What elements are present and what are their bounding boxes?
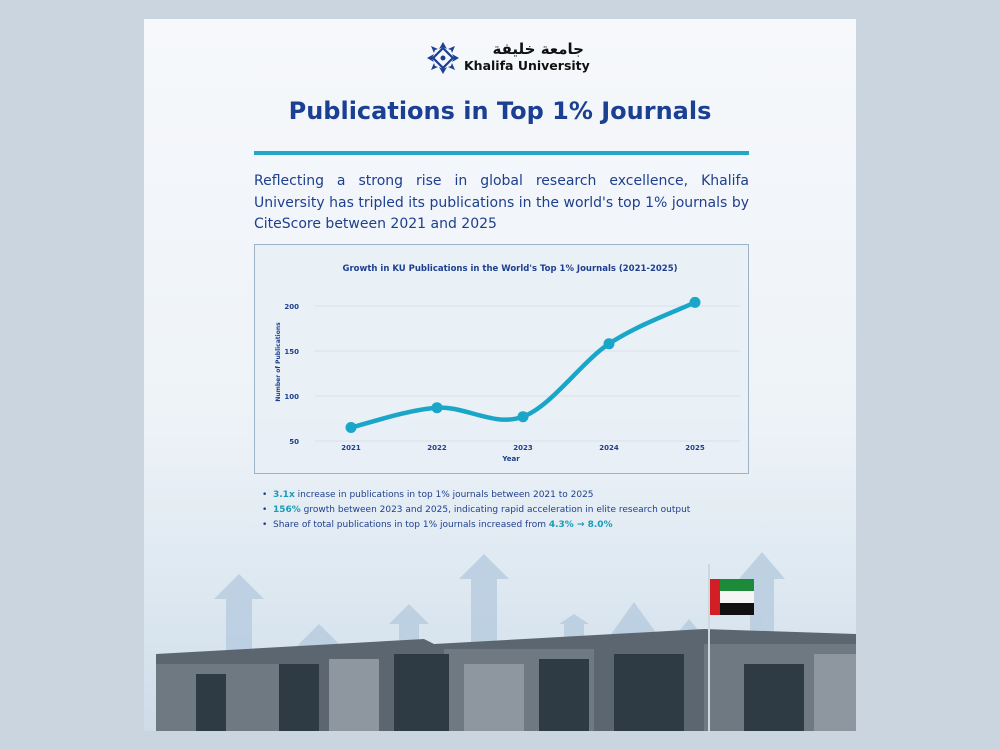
data-point-2023 — [517, 411, 529, 423]
x-tick-label: 2021 — [341, 444, 361, 452]
finding-to-value: 8.0% — [587, 520, 613, 530]
logo-english-name: Khalifa University — [464, 58, 590, 73]
line-chart: Growth in KU Publications in the World's… — [275, 264, 740, 463]
chart-title: Growth in KU Publications in the World's… — [342, 264, 677, 274]
y-tick-label: 100 — [284, 393, 299, 401]
x-axis-label: Year — [501, 455, 520, 463]
key-findings-list: 3.1x increase in publications in top 1% … — [262, 488, 752, 533]
data-point-2024 — [603, 338, 615, 350]
y-tick-label: 150 — [284, 348, 299, 356]
series-line — [348, 300, 698, 430]
x-tick-label: 2022 — [427, 444, 447, 452]
finding-highlight: 3.1x — [273, 490, 295, 500]
finding-from-value: 4.3% — [548, 520, 574, 530]
finding-text: growth between 2023 and 2025, indicating… — [300, 505, 691, 515]
chart-panel: Growth in KU Publications in the World's… — [254, 244, 749, 474]
infographic-card: جامعة خليفة Khalifa University Publicati… — [144, 19, 856, 731]
finding-text: Share of total publications in top 1% jo… — [273, 520, 549, 530]
logo-arabic-name: جامعة خليفة — [492, 40, 584, 58]
finding-arrow: → — [573, 520, 588, 530]
campus-skyline-illustration — [156, 552, 856, 731]
y-axis-label: Number of Publications — [275, 322, 282, 402]
intro-paragraph: Reflecting a strong rise in global resea… — [254, 173, 749, 232]
finding-highlight: 156% — [273, 505, 301, 515]
finding-item: 156% growth between 2023 and 2025, indic… — [262, 503, 752, 518]
finding-item: 3.1x increase in publications in top 1% … — [262, 488, 752, 503]
x-tick-label: 2023 — [513, 444, 533, 452]
page-title: Publications in Top 1% Journals — [288, 97, 712, 125]
data-point-2022 — [431, 402, 443, 414]
data-point-2021 — [345, 422, 357, 433]
title-divider — [254, 151, 749, 155]
x-tick-label: 2025 — [685, 444, 705, 452]
finding-text: increase in publications in top 1% journ… — [294, 490, 594, 500]
y-tick-label: 50 — [289, 438, 299, 446]
finding-item: Share of total publications in top 1% jo… — [262, 518, 752, 533]
y-tick-label: 200 — [284, 303, 299, 311]
data-point-2025 — [689, 296, 701, 308]
khalifa-university-logo: جامعة خليفة Khalifa University — [426, 40, 590, 75]
ku-emblem-icon — [427, 42, 459, 74]
x-tick-label: 2024 — [599, 444, 619, 452]
